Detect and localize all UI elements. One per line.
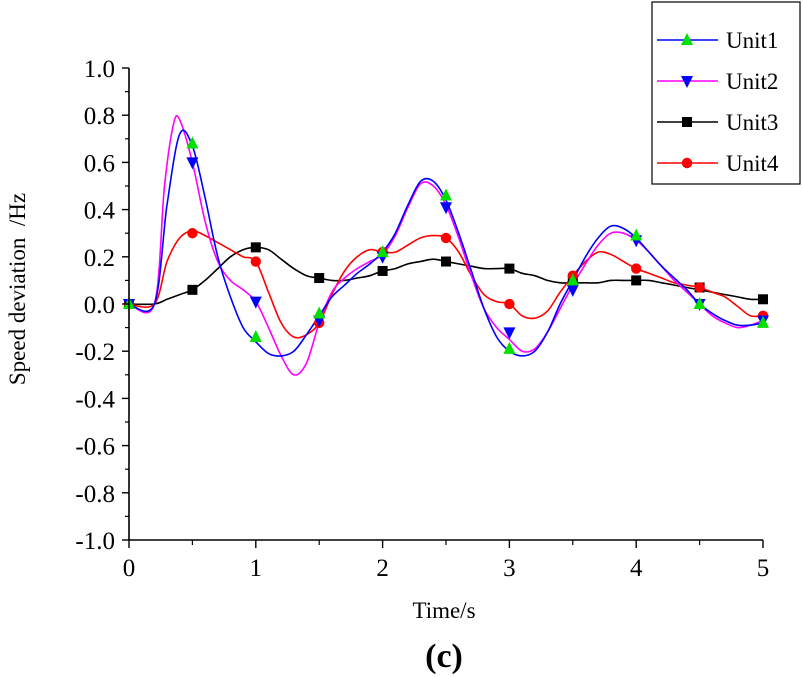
data-point-unit3 <box>631 275 642 286</box>
data-point-unit3 <box>758 294 768 305</box>
x-axis-title: Time/s <box>412 598 475 623</box>
y-tick-label: -0.4 <box>75 386 115 413</box>
data-point-unit3 <box>250 242 261 253</box>
data-point-unit1 <box>313 306 326 319</box>
data-point-unit4 <box>250 256 261 267</box>
data-point-unit4 <box>694 282 705 293</box>
data-point-unit2 <box>440 202 452 215</box>
legend: Unit1 Unit2 Unit3 Unit4 <box>651 1 801 185</box>
series-line-unit3 <box>128 246 764 306</box>
x-tick-label: 2 <box>376 555 389 582</box>
data-point-unit2 <box>186 157 199 170</box>
data-point-unit3 <box>187 284 198 295</box>
y-tick-label: 0.2 <box>84 245 115 272</box>
legend-label-unit2: Unit2 <box>726 69 778 94</box>
legend-marker-unit1 <box>681 33 693 45</box>
data-point-unit4 <box>504 298 515 310</box>
y-tick-label: 0.6 <box>84 150 115 177</box>
y-tick-label: -0.8 <box>75 481 115 508</box>
series-line-unit4 <box>128 229 764 339</box>
legend-label-unit3: Unit3 <box>726 110 778 135</box>
plot-series-markers <box>123 136 769 354</box>
data-point-unit1 <box>376 245 389 258</box>
y-tick-label: -0.6 <box>75 434 115 461</box>
y-tick-label: 0.0 <box>84 292 115 319</box>
data-point-unit1 <box>757 315 769 328</box>
data-point-unit3 <box>504 263 515 274</box>
data-point-unit1 <box>566 273 579 286</box>
figure-caption: (c) <box>425 638 463 675</box>
x-tick-label: 1 <box>250 555 263 582</box>
data-point-unit1 <box>503 341 516 354</box>
data-point-unit4 <box>440 232 452 244</box>
legend-label-unit1: Unit1 <box>726 28 778 53</box>
data-point-unit3 <box>377 265 388 276</box>
data-point-unit3 <box>441 256 451 267</box>
y-tick-label: 0.8 <box>84 103 115 130</box>
data-point-unit3 <box>314 273 325 284</box>
x-tick-label: 5 <box>757 555 770 582</box>
legend-marker-unit2 <box>681 76 693 88</box>
data-point-unit4 <box>631 263 642 274</box>
y-tick-label: -0.2 <box>75 339 115 366</box>
y-tick-label: -1.0 <box>75 528 115 555</box>
y-axis-title: Speed deviation /Hz <box>5 193 30 385</box>
axis-ticks: -1.0 -0.8 -0.6 -0.4 -0.2 0.0 0.2 0.4 0.6 0.8 1.0 0 1… <box>75 56 769 582</box>
data-point-unit1 <box>440 188 452 201</box>
data-point-unit2 <box>503 327 516 340</box>
data-point-unit1 <box>693 297 706 309</box>
data-point-unit1 <box>630 228 643 241</box>
data-point-unit4 <box>187 228 198 239</box>
x-tick-label: 0 <box>123 555 136 582</box>
data-point-unit2 <box>249 296 262 309</box>
x-tick-label: 3 <box>503 555 516 582</box>
legend-marker-unit4 <box>681 157 693 169</box>
x-tick-label: 4 <box>630 555 643 582</box>
data-point-unit2 <box>313 315 326 328</box>
data-point-unit1 <box>186 136 199 149</box>
data-point-unit2 <box>566 284 579 297</box>
y-tick-label: 0.4 <box>84 198 116 225</box>
y-tick-label: 1.0 <box>84 56 115 83</box>
legend-box <box>651 1 801 185</box>
legend-marker-unit3 <box>682 117 692 127</box>
legend-label-unit4: Unit4 <box>726 151 779 176</box>
data-point-unit1 <box>249 330 262 343</box>
